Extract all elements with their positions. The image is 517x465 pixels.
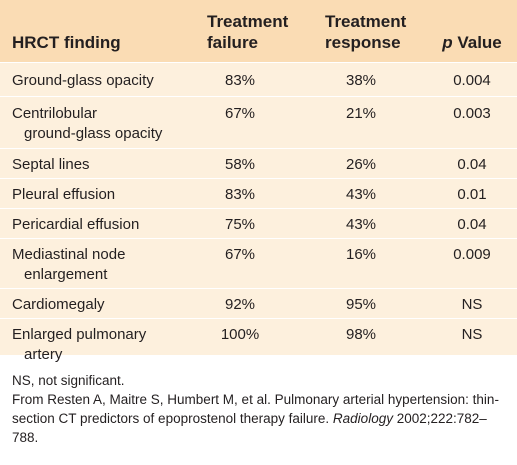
header-response-line1: Treatment bbox=[325, 12, 407, 31]
table-row: Cardiomegaly 92% 95% NS bbox=[0, 288, 517, 319]
table-row: Pleural effusion 83% 43% 0.01 bbox=[0, 178, 517, 209]
header-treatment-response: Treatment response bbox=[325, 11, 435, 53]
cell-p-value: 0.01 bbox=[457, 186, 487, 203]
cell-p-value: 0.009 bbox=[453, 246, 491, 263]
cell-response: 16% bbox=[345, 246, 377, 263]
finding-line1: Cardiomegaly bbox=[12, 296, 105, 313]
source-journal: Radiology bbox=[332, 411, 393, 426]
table-header: HRCT finding Treatment failure Treatment… bbox=[0, 0, 517, 62]
header-failure-line1: Treatment bbox=[207, 12, 289, 31]
source-citation: 2002;222:782–788. bbox=[12, 411, 487, 445]
cell-p-value: 0.003 bbox=[453, 105, 491, 122]
cell-response: 95% bbox=[345, 296, 377, 313]
cell-response: 21% bbox=[345, 105, 377, 122]
finding-line1: Centrilobular bbox=[12, 105, 98, 122]
cell-failure: 75% bbox=[224, 216, 256, 233]
cell-failure: 100% bbox=[220, 326, 260, 343]
finding-line1: Pleural effusion bbox=[12, 186, 116, 203]
cell-response: 98% bbox=[345, 326, 377, 343]
cell-p-value: NS bbox=[461, 326, 483, 343]
cell-failure: 92% bbox=[224, 296, 256, 313]
cell-failure: 83% bbox=[224, 72, 256, 89]
finding-line2: enlargement bbox=[24, 266, 108, 283]
table-row: Mediastinal node enlargement 67% 16% 0.009 bbox=[0, 238, 517, 289]
cell-finding: Pleural effusion bbox=[12, 185, 202, 205]
cell-finding: Cardiomegaly bbox=[12, 295, 202, 315]
header-treatment-failure: Treatment failure bbox=[207, 11, 317, 53]
header-p-italic: p bbox=[442, 33, 453, 52]
finding-line2: artery bbox=[24, 346, 63, 363]
table-row: Septal lines 58% 26% 0.04 bbox=[0, 148, 517, 179]
cell-p-value: NS bbox=[461, 296, 483, 313]
cell-p-value: 0.004 bbox=[453, 72, 491, 89]
cell-p-value: 0.04 bbox=[457, 216, 487, 233]
cell-response: 43% bbox=[345, 186, 377, 203]
cell-failure: 67% bbox=[224, 105, 256, 122]
finding-line1: Pericardial effusion bbox=[12, 216, 140, 233]
finding-line1: Septal lines bbox=[12, 156, 90, 173]
findings-table: HRCT finding Treatment failure Treatment… bbox=[0, 0, 517, 363]
table-row: Enlarged pulmonary artery 100% 98% NS bbox=[0, 318, 517, 363]
cell-response: 26% bbox=[345, 156, 377, 173]
table-row: Centrilobular ground-glass opacity 67% 21% 0… bbox=[0, 96, 517, 149]
cell-finding: Pericardial effusion bbox=[12, 215, 202, 235]
finding-line2: ground-glass opacity bbox=[24, 125, 163, 142]
finding-line1: Mediastinal node bbox=[12, 246, 126, 263]
header-p-value: p Value bbox=[433, 32, 511, 53]
cell-finding: Ground-glass opacity bbox=[12, 71, 202, 91]
table-row: Pericardial effusion 75% 43% 0.04 bbox=[0, 208, 517, 239]
cell-finding: Mediastinal node enlargement bbox=[12, 245, 202, 285]
table-row: Ground-glass opacity 83% 38% 0.004 bbox=[0, 62, 517, 97]
footnote-source: From Resten A, Maitre S, Humbert M, et a… bbox=[12, 390, 512, 447]
header-failure-line2: failure bbox=[207, 33, 259, 52]
cell-response: 38% bbox=[345, 72, 377, 89]
footnote-abbreviation: NS, not significant. bbox=[12, 373, 125, 388]
cell-failure: 83% bbox=[224, 186, 256, 203]
finding-line1: Enlarged pulmonary bbox=[12, 326, 147, 343]
cell-finding: Centrilobular ground-glass opacity bbox=[12, 104, 202, 144]
cell-finding: Septal lines bbox=[12, 155, 202, 175]
cell-failure: 58% bbox=[224, 156, 256, 173]
cell-finding: Enlarged pulmonary artery bbox=[12, 325, 202, 365]
cell-response: 43% bbox=[345, 216, 377, 233]
header-finding: HRCT finding bbox=[12, 33, 121, 52]
source-text: From Resten A, Maitre S, Humbert M, et a… bbox=[12, 392, 499, 426]
header-p-rest: Value bbox=[452, 33, 502, 52]
cell-failure: 67% bbox=[224, 246, 256, 263]
header-response-line2: response bbox=[325, 33, 401, 52]
finding-line1: Ground-glass opacity bbox=[12, 72, 154, 89]
cell-p-value: 0.04 bbox=[457, 156, 487, 173]
